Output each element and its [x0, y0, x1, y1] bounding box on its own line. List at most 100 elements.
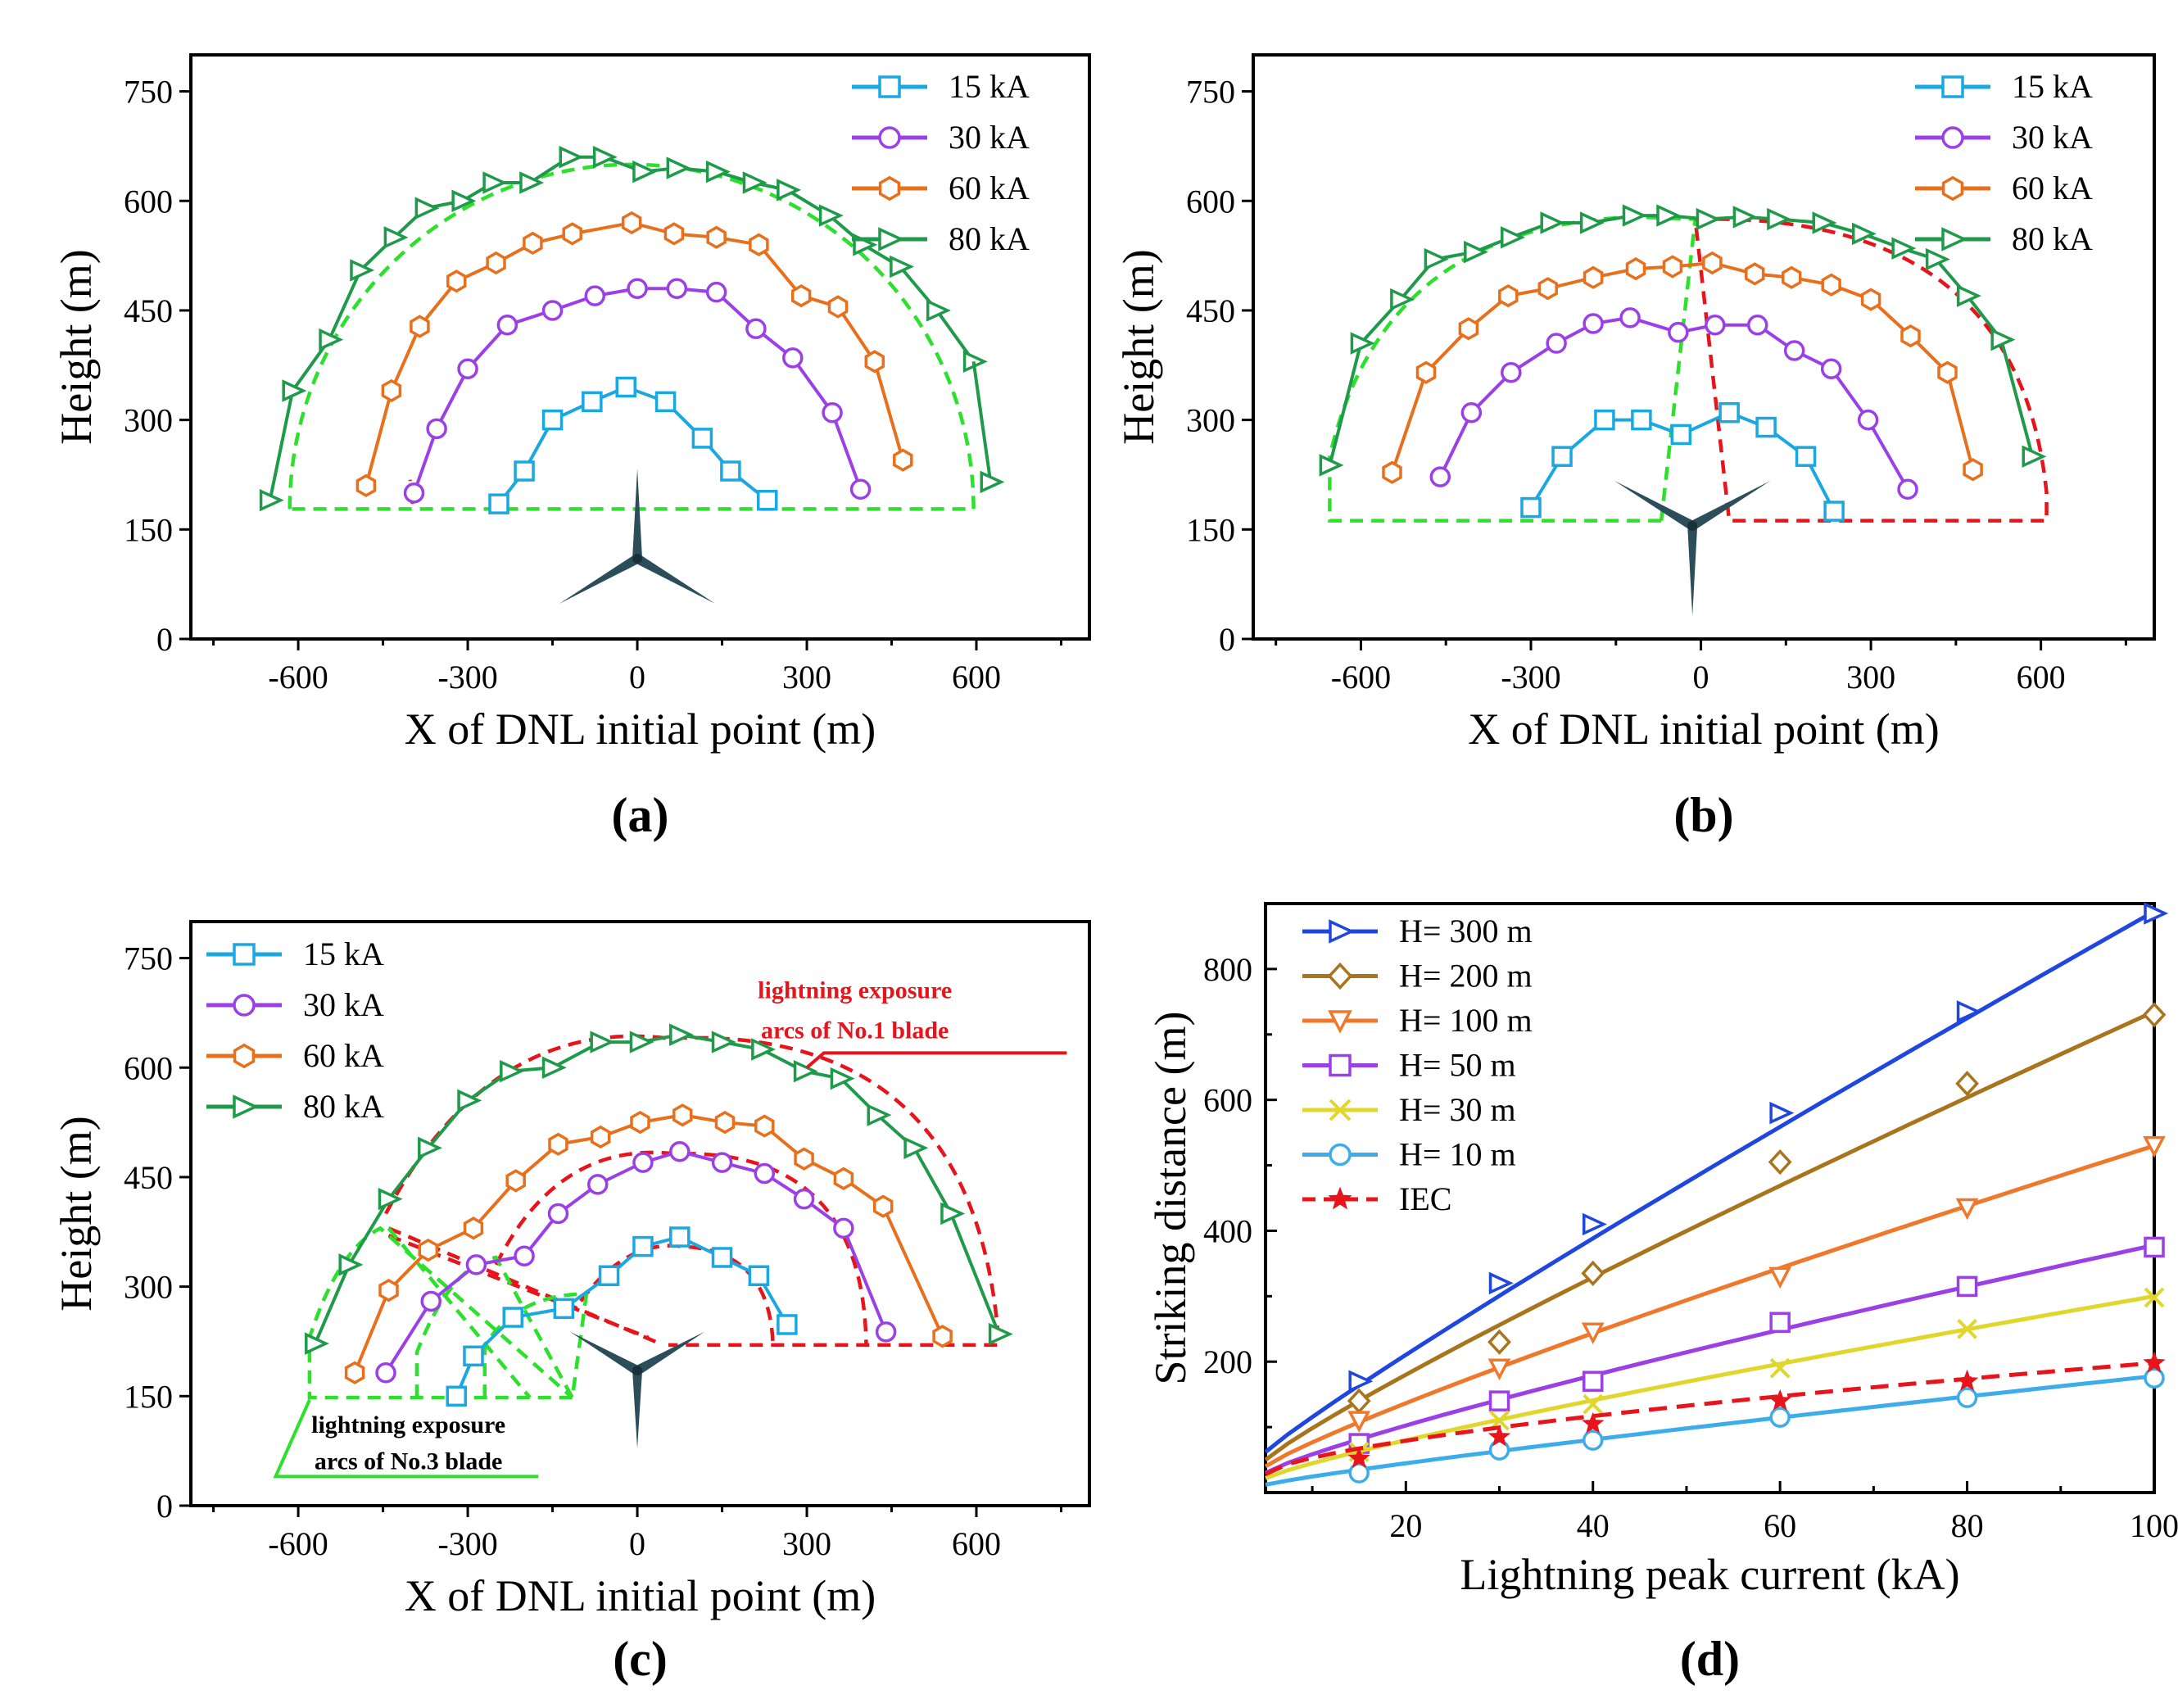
data-point [344, 1361, 365, 1384]
data-point [669, 1226, 691, 1248]
annotation-no3-line1: lightning exposure [311, 1411, 505, 1438]
x-tick-label: -600 [268, 659, 328, 695]
x-axis-label: X of DNL initial point (m) [405, 1571, 876, 1620]
legend-marker [1329, 919, 1356, 944]
data-point [1705, 315, 1726, 336]
panel-label: (a) [612, 788, 669, 842]
data-point [830, 1067, 855, 1090]
turbine-icon-hub [1687, 520, 1698, 531]
turbine-icon-blade-1 [632, 468, 643, 559]
fit-line [1264, 1361, 2155, 1476]
data-point [1619, 307, 1641, 328]
panel-b: -600 -300 0 300 600 0 150 300 450 600 750 X of DNL … [1114, 53, 2156, 842]
data-point [1955, 1369, 1979, 1391]
y-tick-label: 600 [124, 183, 173, 220]
legend-marker [1328, 1186, 1352, 1210]
data-point [666, 278, 688, 299]
panel-d: 20 40 60 80 100 200 400 600 800 Lightning peak cu… [1146, 902, 2178, 1686]
data-point [1702, 251, 1723, 275]
legend-marker [1329, 1143, 1352, 1167]
x-axis-label: Lightning peak current (kA) [1460, 1550, 1959, 1599]
envelope-green-inner [387, 1226, 589, 1399]
data-point [756, 489, 778, 511]
series-line-tail [971, 361, 993, 482]
data-point [1955, 1198, 1979, 1221]
y-tick-label: 0 [156, 621, 173, 658]
data-point [875, 1321, 897, 1343]
turbine-icon-blade-1 [635, 1331, 705, 1375]
legend-label: H= 300 m [1399, 913, 1533, 949]
data-point [1429, 466, 1451, 487]
data-point [745, 318, 767, 339]
data-point [1390, 288, 1415, 311]
x-tick-label: 100 [2130, 1507, 2178, 1544]
panel-label: (d) [1680, 1632, 1740, 1686]
data-point [663, 222, 685, 246]
y-tick-label: 150 [124, 511, 173, 548]
fit-line [1264, 909, 2156, 1454]
plot-frame [1264, 902, 2156, 1494]
y-tick-label: 400 [1203, 1212, 1252, 1249]
data-point [711, 1152, 733, 1173]
turbine-icon-blade-2 [632, 1370, 643, 1449]
data-point [691, 428, 713, 449]
data-point [1520, 496, 1542, 519]
data-point [1782, 265, 1802, 289]
data-point [867, 1103, 892, 1126]
data-point [1769, 1101, 1795, 1125]
legend-label: 80 kA [303, 1088, 384, 1125]
data-point [893, 448, 913, 472]
turbine-icon [569, 1331, 705, 1449]
x-tick-label: 300 [782, 1525, 831, 1562]
data-point [980, 470, 1005, 494]
data-point [1424, 247, 1449, 271]
data-point [2022, 445, 2047, 468]
envelope-red-inner [579, 1244, 775, 1345]
data-point [553, 1298, 575, 1320]
data-point [282, 379, 307, 402]
data-point [1783, 340, 1805, 361]
data-point [1821, 273, 1841, 297]
data-point [1668, 321, 1689, 343]
y-axis-label: Height (m) [1114, 249, 1163, 444]
legend-label: H= 100 m [1399, 1002, 1533, 1039]
data-point [827, 295, 849, 319]
data-point [541, 409, 564, 431]
y-tick-label: 0 [1219, 621, 1235, 658]
data-point [2143, 1135, 2166, 1158]
data-point [486, 251, 506, 275]
legend-label: H= 50 m [1399, 1047, 1516, 1084]
data-point [833, 1217, 854, 1239]
data-point [890, 255, 915, 279]
data-point [720, 460, 741, 482]
data-point [1622, 204, 1647, 227]
data-point [794, 1147, 814, 1171]
data-point [777, 1314, 798, 1335]
annotation-no3-leader [273, 1398, 539, 1479]
envelope-red [1693, 217, 2049, 523]
data-point [1594, 409, 1615, 431]
legend-label: 80 kA [949, 220, 1030, 257]
data-point [1696, 207, 1721, 231]
x-tick-label: 600 [952, 659, 1001, 695]
data-point [630, 1110, 650, 1135]
y-tick-label: 450 [1186, 292, 1235, 329]
data-point [1582, 1212, 1607, 1236]
x-tick-label: -300 [1501, 659, 1560, 695]
data-point [420, 1290, 441, 1312]
data-point [1769, 1407, 1791, 1428]
data-point [711, 1247, 733, 1268]
data-point [903, 1136, 929, 1160]
data-point [1501, 361, 1522, 383]
data-point [1348, 1462, 1370, 1484]
data-point [1955, 1071, 1979, 1097]
data-point [1540, 211, 1565, 234]
legend-label: H= 10 m [1399, 1136, 1516, 1173]
y-tick-label: 750 [1186, 74, 1235, 111]
series-line-60-ka [1390, 261, 1975, 473]
legend-label: IEC [1399, 1180, 1451, 1217]
data-point [587, 1174, 609, 1195]
y-tick-label: 300 [124, 1269, 173, 1306]
y-tick-label: 150 [1186, 511, 1235, 548]
data-point [410, 315, 430, 338]
